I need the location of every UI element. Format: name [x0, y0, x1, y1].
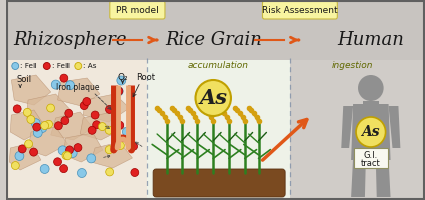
Polygon shape	[341, 106, 353, 148]
Circle shape	[54, 122, 62, 130]
Circle shape	[47, 104, 54, 112]
Circle shape	[51, 80, 60, 89]
Text: As: As	[199, 88, 227, 108]
Circle shape	[13, 105, 21, 113]
Circle shape	[43, 62, 50, 70]
Circle shape	[54, 158, 62, 166]
Polygon shape	[26, 94, 71, 124]
Bar	[147, 60, 290, 200]
Circle shape	[122, 127, 131, 136]
Circle shape	[30, 148, 37, 156]
Text: As: As	[362, 125, 380, 139]
Text: Iron plaque: Iron plaque	[56, 82, 99, 92]
Text: Rhizosphere: Rhizosphere	[14, 31, 127, 49]
Circle shape	[60, 74, 68, 82]
Circle shape	[74, 144, 82, 152]
Text: PR model: PR model	[116, 6, 159, 15]
FancyBboxPatch shape	[110, 1, 165, 19]
Bar	[6, 0, 425, 60]
Circle shape	[356, 117, 385, 147]
Text: Rice Grain: Rice Grain	[165, 31, 262, 49]
Circle shape	[105, 126, 113, 134]
Polygon shape	[351, 158, 366, 197]
Circle shape	[114, 87, 123, 96]
Polygon shape	[9, 143, 41, 170]
FancyBboxPatch shape	[263, 1, 337, 19]
Text: accumulation: accumulation	[188, 62, 249, 71]
Circle shape	[64, 152, 71, 160]
Circle shape	[68, 149, 77, 158]
Polygon shape	[351, 104, 391, 160]
Circle shape	[15, 151, 24, 160]
Circle shape	[91, 111, 99, 119]
FancyBboxPatch shape	[363, 101, 379, 109]
Circle shape	[61, 117, 69, 125]
Circle shape	[106, 168, 113, 176]
Circle shape	[65, 81, 74, 90]
Polygon shape	[376, 158, 391, 197]
Circle shape	[83, 98, 91, 106]
Circle shape	[93, 121, 101, 129]
FancyBboxPatch shape	[153, 169, 285, 197]
Polygon shape	[58, 78, 100, 106]
Circle shape	[11, 162, 19, 170]
Bar	[6, 60, 147, 200]
Circle shape	[196, 80, 231, 116]
Circle shape	[62, 151, 70, 159]
Circle shape	[27, 115, 35, 123]
Text: Soil: Soil	[16, 75, 31, 84]
Circle shape	[115, 87, 123, 95]
Circle shape	[31, 119, 40, 128]
Text: G.I.: G.I.	[364, 150, 378, 160]
Text: : FeⅢ: : FeⅢ	[52, 63, 70, 69]
Circle shape	[116, 121, 124, 129]
Circle shape	[38, 123, 47, 132]
Circle shape	[131, 169, 139, 177]
Circle shape	[116, 141, 125, 149]
Circle shape	[105, 146, 113, 154]
Circle shape	[77, 169, 86, 178]
Circle shape	[99, 123, 106, 131]
Circle shape	[117, 76, 126, 85]
Text: O₂: O₂	[117, 73, 128, 82]
Polygon shape	[63, 133, 103, 162]
Circle shape	[80, 102, 88, 110]
Circle shape	[18, 145, 26, 153]
Circle shape	[25, 140, 33, 148]
Text: : FeⅡ: : FeⅡ	[20, 63, 37, 69]
Polygon shape	[83, 94, 130, 122]
Polygon shape	[28, 127, 68, 156]
Circle shape	[41, 122, 48, 130]
Polygon shape	[91, 142, 133, 168]
Circle shape	[87, 154, 96, 163]
Circle shape	[88, 126, 96, 134]
Polygon shape	[11, 75, 51, 105]
Polygon shape	[51, 112, 93, 140]
Circle shape	[12, 62, 19, 70]
Circle shape	[58, 146, 67, 155]
Text: ingestion: ingestion	[332, 62, 373, 71]
Text: Human: Human	[337, 31, 404, 49]
Text: tract: tract	[361, 158, 381, 168]
Circle shape	[45, 120, 53, 128]
Circle shape	[40, 164, 49, 173]
Circle shape	[130, 142, 138, 150]
Polygon shape	[80, 112, 125, 140]
Circle shape	[75, 62, 82, 70]
Circle shape	[23, 108, 31, 116]
Circle shape	[33, 128, 42, 137]
Circle shape	[60, 165, 68, 173]
Polygon shape	[388, 106, 400, 148]
Circle shape	[358, 75, 384, 101]
Text: : As: : As	[83, 63, 97, 69]
Bar	[290, 60, 425, 200]
Text: Root: Root	[136, 73, 156, 82]
Circle shape	[33, 123, 41, 131]
FancyBboxPatch shape	[354, 148, 388, 168]
Text: Risk Assessment: Risk Assessment	[262, 6, 338, 15]
Circle shape	[105, 105, 113, 113]
Circle shape	[65, 146, 74, 154]
Polygon shape	[10, 110, 46, 140]
Circle shape	[65, 109, 73, 117]
